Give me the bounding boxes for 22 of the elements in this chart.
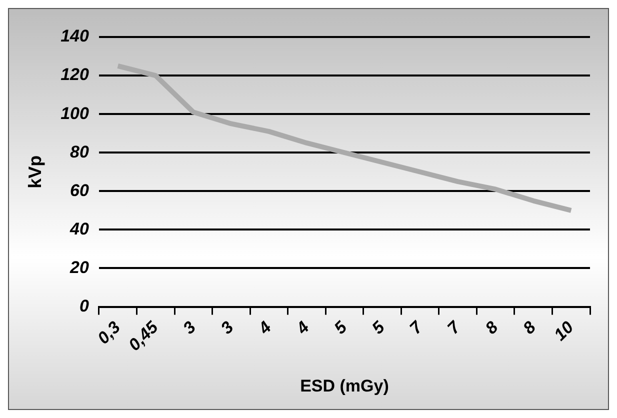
x-tick-label: 8 (482, 317, 502, 338)
x-tick-label: 4 (292, 317, 314, 339)
y-tick-label: 40 (69, 219, 90, 238)
x-tick-label: 4 (254, 317, 276, 339)
x-tick-label: 7 (406, 316, 428, 338)
x-tick-label: 10 (550, 317, 578, 345)
y-tick-label: 20 (69, 258, 90, 277)
y-tick-label: 80 (70, 142, 90, 162)
x-tick-label: 7 (444, 316, 466, 338)
x-tick-label: 5 (368, 317, 389, 338)
y-tick-label: 0 (79, 296, 90, 316)
y-axis-title: kVp (24, 155, 45, 188)
y-tick-label: 120 (60, 65, 90, 84)
y-tick-label: 140 (60, 26, 90, 46)
x-axis-title: ESD (mGy) (300, 376, 389, 396)
y-tick-label: 100 (60, 104, 90, 123)
y-tick-label: 60 (70, 180, 90, 200)
x-tick-label: 3 (179, 317, 200, 338)
x-tick-label: 3 (217, 317, 238, 338)
x-tick-label: 0,3 (94, 317, 124, 348)
x-tick-label: 8 (519, 317, 540, 338)
x-tick-label: 5 (330, 317, 351, 338)
